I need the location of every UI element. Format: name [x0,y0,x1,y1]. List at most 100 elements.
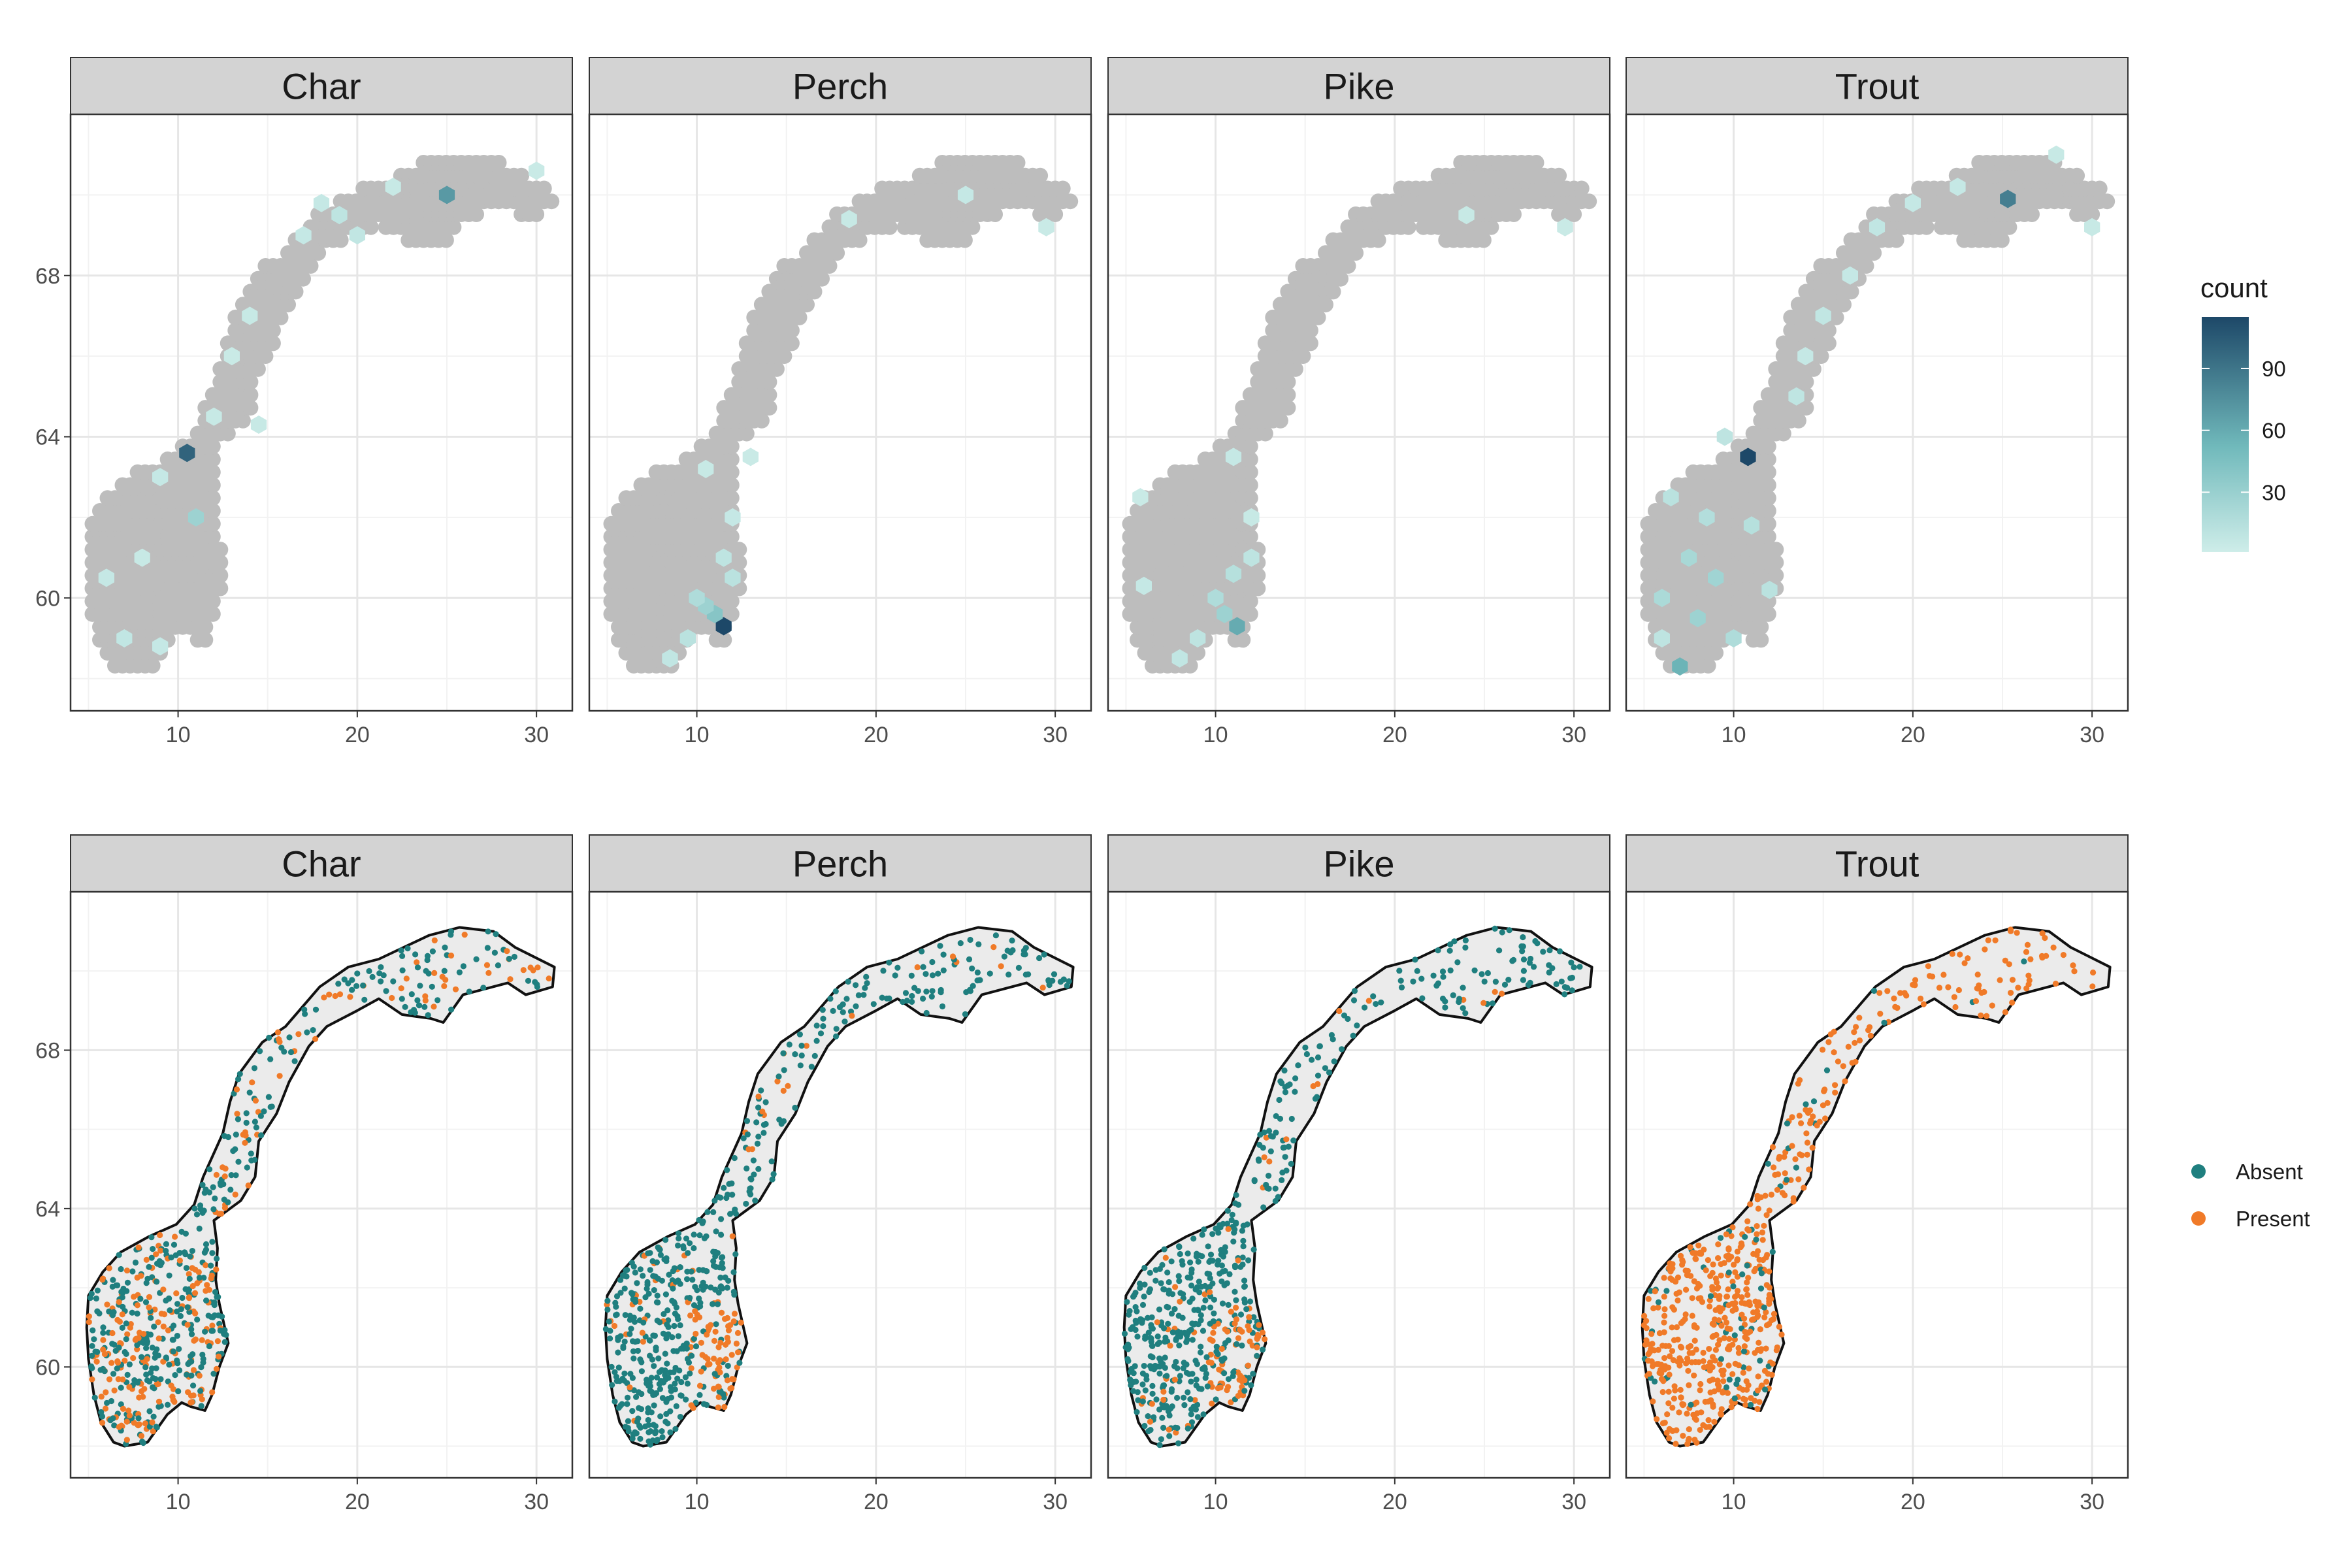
point-present [2052,981,2059,987]
point-present [160,1286,167,1293]
land-hex [1836,297,1852,313]
point-present [1731,1294,1739,1300]
point-present [1722,1315,1728,1321]
point-present [1721,1335,1727,1341]
point-absent [1314,1094,1320,1100]
point-present [1710,1322,1717,1328]
point-absent [1229,1211,1235,1218]
point-absent [1525,981,1531,988]
point-absent [1181,1360,1187,1366]
point-absent [1272,1185,1279,1192]
count-hex [1761,580,1778,599]
point-absent [870,1001,877,1007]
point-absent [174,1333,180,1339]
land-hex [1760,515,1776,532]
point-absent [126,1361,133,1367]
land-hex [1318,297,1333,313]
point-present [1715,1255,1722,1262]
point-absent [257,1113,264,1119]
point-present [158,1311,165,1317]
point-absent [732,1251,739,1258]
point-absent [1744,1262,1750,1269]
point-absent [1569,987,1575,994]
land-hex [204,593,221,610]
point-absent [653,1374,661,1380]
point-absent [184,1371,190,1378]
point-present [101,1350,108,1358]
point-absent [361,996,368,1003]
point-present [123,1267,131,1274]
point-absent [197,1388,204,1394]
point-absent [1241,1296,1248,1303]
point-present [461,932,468,938]
point-present [1918,995,1924,1002]
point-absent [1176,1278,1183,1284]
point-present [735,1349,742,1356]
point-absent [261,1108,267,1115]
point-absent [165,1378,171,1385]
point-absent [252,1119,258,1125]
point-absent [892,972,898,979]
point-absent [673,1403,679,1409]
point-absent [1165,1304,1171,1311]
point-present [1725,1302,1732,1309]
point-absent [634,1347,642,1354]
point-present [1208,1360,1215,1366]
point-present [347,994,353,1000]
point-absent [183,1265,189,1271]
point-absent [414,997,421,1004]
point-present [1761,1367,1768,1374]
point-absent [1184,1389,1191,1396]
point-absent [1339,1046,1345,1053]
point-present [520,967,527,973]
point-present [1742,1334,1748,1341]
count-legend-title: count [2200,272,2268,303]
point-absent [383,988,389,994]
point-absent [716,1388,723,1395]
point-absent [534,983,541,990]
point-absent [1195,1307,1201,1314]
x-tick-label: 20 [864,723,889,747]
count-hex [1654,629,1670,647]
point-present [1695,1242,1702,1249]
point-present [431,970,438,976]
point-present [120,1376,126,1382]
point-present [1776,1324,1782,1330]
point-absent [659,1395,666,1401]
point-absent [657,1252,664,1258]
point-absent [1414,968,1420,974]
point-absent [656,1369,662,1375]
point-present [1756,1256,1763,1263]
point-absent [135,1415,142,1422]
land-hex [1235,632,1251,648]
point-absent [860,992,867,998]
point-absent [1198,1343,1204,1350]
point-absent [189,1248,195,1254]
point-absent [201,1190,208,1196]
point-absent [1230,1238,1237,1245]
point-absent [1225,1301,1232,1308]
point-present [1678,1394,1684,1401]
land-hex [204,464,221,480]
point-present [715,1344,722,1350]
point-absent [182,1286,189,1292]
point-absent [975,941,982,947]
point-present [849,1013,855,1019]
x-tick-label: 30 [524,1490,549,1514]
point-present [1723,1231,1729,1237]
point-present [1680,1318,1686,1325]
point-present [1697,1380,1704,1388]
point-absent [144,1275,151,1282]
count-hex [2084,218,2100,237]
point-absent [1147,1353,1154,1360]
point-absent [665,1331,672,1337]
point-present [2023,985,2030,992]
point-absent [1362,1004,1368,1011]
point-present [1754,1387,1761,1394]
point-absent [1145,1315,1151,1321]
land-hex [446,219,462,235]
point-absent [1213,1396,1219,1403]
point-present [138,1273,144,1279]
point-absent [1765,1160,1771,1167]
point-absent [1309,1056,1315,1063]
